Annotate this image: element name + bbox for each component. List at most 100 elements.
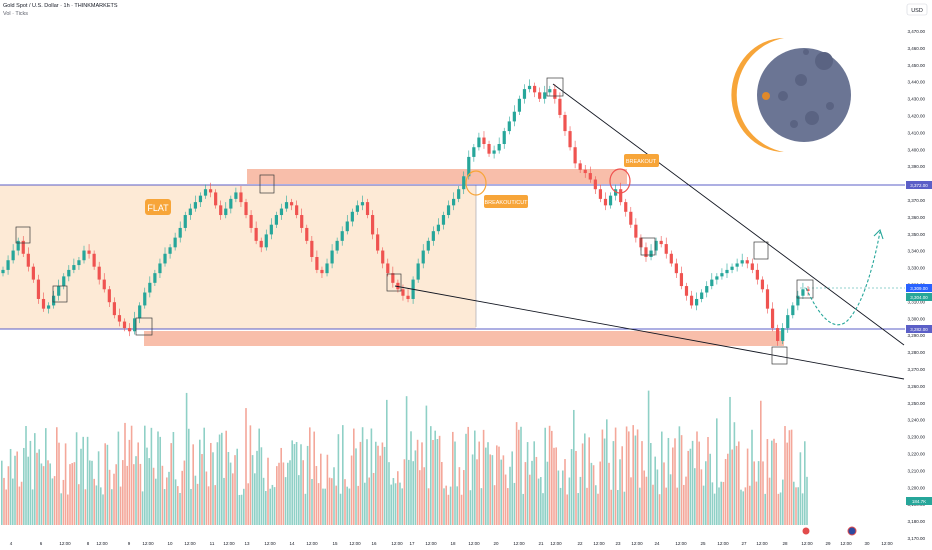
volume-bar [223, 477, 225, 525]
volume-bar [606, 419, 608, 525]
time-tick-label: 4 [10, 541, 13, 546]
volume-bar [157, 431, 159, 525]
volume-bar [621, 446, 623, 525]
volume-bar [183, 460, 186, 525]
volume-bar [205, 471, 208, 525]
candle-body [224, 208, 228, 216]
volume-bar [485, 447, 487, 525]
volume-bar [412, 461, 414, 525]
price-tick-label: 3,420.00 [907, 114, 925, 119]
volume-bar [128, 439, 131, 525]
price-tick-label: 3,290.00 [907, 333, 925, 338]
volume-bar [469, 490, 472, 525]
candle-body [467, 156, 471, 177]
us-flag-icon[interactable] [801, 526, 811, 536]
candle-body [502, 131, 506, 144]
volume-bar [225, 430, 227, 525]
price-tick-label: 3,180.00 [907, 519, 925, 524]
volume-bar [298, 475, 300, 525]
volume-bar [647, 390, 650, 525]
candle-body [214, 192, 218, 206]
volume-bar [199, 439, 201, 525]
time-tick-label: 12:00 [631, 541, 643, 546]
volume-bar [216, 442, 219, 525]
candle-body [173, 237, 177, 248]
candle-body [608, 195, 613, 206]
volume-bar [64, 443, 67, 525]
volume-bar [339, 493, 342, 525]
volume-bar [634, 435, 637, 525]
candle-body [401, 289, 405, 296]
volume-bar [394, 483, 397, 525]
volume-bar [337, 434, 340, 525]
volume-bar [359, 441, 362, 525]
volume-bar [702, 485, 705, 525]
volume-bar [172, 431, 175, 525]
volume-bar [383, 446, 386, 525]
time-tick-label: 6 [40, 541, 43, 546]
volume-bar [27, 456, 29, 525]
volume-bar [441, 462, 443, 525]
descending-support-trendline[interactable] [394, 285, 905, 380]
uk-flag-icon[interactable] [847, 526, 857, 536]
volume-bar [108, 469, 111, 525]
volume-bar [507, 488, 509, 525]
candle-body [538, 92, 542, 99]
volume-bar [804, 441, 806, 525]
support-price-badge: 3,282.00 [910, 327, 928, 332]
candle-body [97, 266, 101, 280]
volume-bar [146, 447, 148, 525]
chart-title: Gold Spot / U.S. Dollar · 1h · THINKMARK… [3, 3, 118, 9]
volume-bar [753, 461, 755, 525]
time-tick-label: 15 [332, 541, 338, 546]
volume-bar [619, 459, 621, 525]
volume-bar [16, 451, 18, 525]
volume-bar [311, 478, 313, 525]
price-tick-label: 3,300.00 [907, 316, 925, 321]
candle-body [507, 121, 511, 132]
volume-bar [676, 487, 678, 525]
candle-body [350, 211, 354, 222]
volume-bar [331, 478, 333, 525]
time-axis[interactable]: 4 6 12:00 8 12:00 9 12:00 10 12:00 11 12:00 13 12:00… [10, 541, 893, 546]
volume-bar [603, 438, 606, 525]
candle-body [421, 250, 425, 264]
candle-body [472, 147, 476, 157]
time-tick-label: 12:00 [391, 541, 403, 546]
volume-bar [148, 458, 150, 525]
volume-bar [282, 462, 285, 525]
volume-bar [423, 467, 425, 525]
volume-bar [280, 447, 282, 525]
volume-bar [683, 484, 685, 525]
currency-button-box[interactable] [906, 3, 928, 16]
volume-bar [669, 474, 672, 525]
volume-bar [654, 456, 656, 525]
currency-label[interactable]: USD [911, 8, 923, 14]
descending-resistance-trendline[interactable] [552, 83, 905, 346]
candle-body [492, 150, 496, 154]
volume-bar [570, 449, 573, 525]
candle-body [31, 266, 35, 280]
volume-bar [667, 437, 670, 525]
current-price-badge-a: 3,309.00 [910, 286, 928, 291]
volume-bar [601, 429, 604, 525]
volume-bar [388, 462, 390, 525]
volume-bar [300, 444, 302, 525]
volume-bar [544, 427, 546, 525]
candle-body [426, 240, 430, 251]
volume-bar [557, 470, 560, 525]
volume-bar [97, 451, 100, 525]
volume-bar [595, 485, 597, 525]
candle-body [229, 198, 233, 209]
candle-body [446, 205, 451, 216]
volume-bar [661, 431, 663, 525]
volume-bar [639, 487, 641, 525]
volume-bar [254, 473, 256, 525]
candle-body [21, 240, 25, 254]
volume-bar [150, 427, 153, 525]
volume-bar [416, 439, 419, 525]
candle-body [72, 265, 76, 270]
candle-body [700, 292, 704, 299]
price-tick-label: 3,350.00 [907, 232, 925, 237]
